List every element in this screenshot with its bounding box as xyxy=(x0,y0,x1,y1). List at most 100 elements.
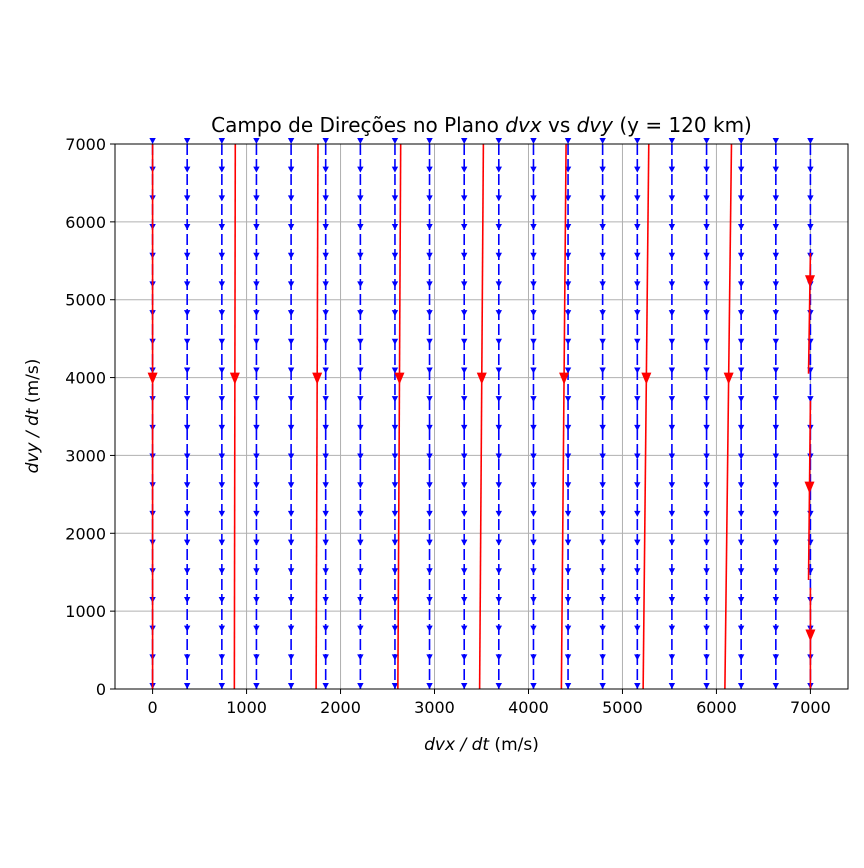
field-arrow xyxy=(772,482,780,489)
field-arrow xyxy=(599,654,606,661)
field-arrow xyxy=(599,338,606,345)
field-arrow xyxy=(322,424,329,431)
field-arrow xyxy=(426,224,433,231)
field-arrow xyxy=(530,252,537,259)
field-arrow xyxy=(737,539,745,546)
field-arrow xyxy=(634,625,641,632)
field-arrow xyxy=(703,224,710,231)
field-arrow xyxy=(218,224,226,231)
field-arrow xyxy=(218,367,226,374)
field-arrow xyxy=(183,396,191,403)
field-arrow xyxy=(668,367,676,374)
field-arrow xyxy=(772,396,780,403)
trajectory-arrow xyxy=(147,372,158,385)
field-arrow xyxy=(322,510,329,517)
field-arrow xyxy=(322,539,329,546)
field-arrow xyxy=(495,510,502,517)
field-arrow xyxy=(703,568,710,575)
field-arrow xyxy=(564,138,572,144)
field-arrow xyxy=(426,166,433,173)
field-arrow xyxy=(634,166,641,173)
field-arrow xyxy=(703,424,710,431)
plot-frame xyxy=(114,143,849,690)
field-arrow xyxy=(287,596,295,603)
field-arrow xyxy=(287,396,295,403)
field-arrow xyxy=(391,367,399,374)
field-arrow xyxy=(357,625,364,632)
field-arrow xyxy=(218,568,226,575)
field-arrow xyxy=(495,166,502,173)
field-arrow xyxy=(218,539,226,546)
field-arrow xyxy=(668,625,676,632)
field-arrow xyxy=(357,683,364,689)
field-arrow xyxy=(599,453,606,460)
field-arrow xyxy=(357,281,364,288)
field-arrow xyxy=(253,396,260,403)
field-arrow xyxy=(391,138,399,144)
field-arrow xyxy=(357,166,364,173)
field-arrow xyxy=(737,252,745,259)
field-arrow xyxy=(772,138,780,144)
direction-field-arrows xyxy=(149,138,814,689)
field-arrow xyxy=(599,510,606,517)
field-arrow xyxy=(218,596,226,603)
field-arrow xyxy=(703,683,710,689)
field-arrow xyxy=(564,539,572,546)
field-arrow xyxy=(461,625,468,632)
field-arrow xyxy=(703,482,710,489)
field-arrow xyxy=(737,338,745,345)
field-arrow xyxy=(149,138,156,144)
field-arrow xyxy=(391,224,399,231)
field-arrow xyxy=(426,568,433,575)
field-arrow xyxy=(807,138,814,144)
field-arrow xyxy=(183,424,191,431)
x-tick-label: 4000 xyxy=(508,698,549,717)
field-arrow xyxy=(737,195,745,202)
field-arrow xyxy=(287,539,295,546)
field-arrow xyxy=(495,195,502,202)
field-arrow xyxy=(183,281,191,288)
field-arrow xyxy=(218,424,226,431)
field-arrow xyxy=(218,396,226,403)
field-arrow xyxy=(737,683,745,689)
x-tick-label: 3000 xyxy=(414,698,455,717)
field-arrow xyxy=(322,453,329,460)
field-arrow xyxy=(495,281,502,288)
field-arrow xyxy=(253,568,260,575)
field-arrow xyxy=(357,596,364,603)
field-arrow xyxy=(668,396,676,403)
field-arrow xyxy=(253,482,260,489)
field-arrow xyxy=(807,166,814,173)
field-arrow xyxy=(634,338,641,345)
field-arrow xyxy=(253,510,260,517)
field-arrow xyxy=(564,396,572,403)
field-arrow xyxy=(772,654,780,661)
field-arrow xyxy=(426,138,433,144)
field-arrow xyxy=(253,338,260,345)
field-arrow xyxy=(668,195,676,202)
field-arrow xyxy=(564,683,572,689)
field-arrow xyxy=(391,453,399,460)
field-arrow xyxy=(564,281,572,288)
field-arrow xyxy=(530,138,537,144)
field-arrow xyxy=(668,338,676,345)
field-arrow xyxy=(461,310,468,317)
field-arrow xyxy=(391,683,399,689)
trajectory-line xyxy=(478,143,485,690)
field-arrow xyxy=(322,625,329,632)
field-arrow xyxy=(495,138,502,144)
field-arrow xyxy=(426,482,433,489)
field-arrow xyxy=(426,281,433,288)
field-arrow xyxy=(737,396,745,403)
field-arrow xyxy=(322,568,329,575)
field-arrow xyxy=(253,625,260,632)
field-arrow xyxy=(772,453,780,460)
field-arrow xyxy=(703,396,710,403)
field-arrow xyxy=(634,596,641,603)
field-arrow xyxy=(634,252,641,259)
field-arrow xyxy=(253,252,260,259)
field-arrow xyxy=(530,338,537,345)
field-arrow xyxy=(218,625,226,632)
field-arrow xyxy=(287,424,295,431)
field-arrow xyxy=(668,424,676,431)
